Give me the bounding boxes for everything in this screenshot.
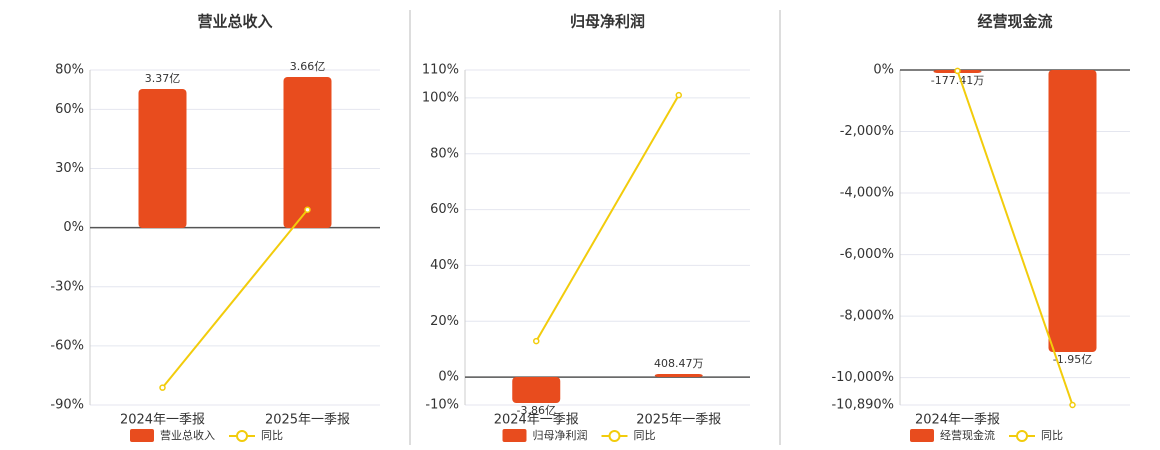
x-tick-label: 2025年一季报 — [636, 413, 721, 428]
value-label: 3.66亿 — [290, 60, 326, 73]
x-tick-label: 2025年一季报 — [265, 413, 350, 428]
legend-swatch — [130, 429, 154, 442]
y-tick-label: -6,000% — [840, 247, 894, 262]
legend-label: 同比 — [1041, 429, 1063, 442]
y-tick-label: 0% — [873, 63, 894, 78]
bar — [283, 77, 332, 229]
point — [304, 206, 311, 213]
x-tick-label: 2024年一季报 — [494, 413, 579, 428]
y-tick-label: 0% — [438, 370, 459, 385]
y-tick-label: 60% — [430, 202, 459, 217]
y-tick-label: 60% — [55, 102, 84, 117]
bar — [1048, 70, 1097, 353]
chart-title: 经营现金流 — [977, 13, 1052, 31]
y-tick-label: -8,000% — [840, 309, 894, 324]
y-tick-label: 20% — [430, 314, 459, 329]
bar — [512, 376, 561, 404]
chart-title: 归母净利润 — [570, 13, 645, 31]
value-label: -177.41万 — [931, 74, 984, 87]
line — [956, 70, 1074, 406]
y-tick-label: -10,000% — [831, 370, 894, 385]
legend-swatch — [608, 430, 621, 442]
y-tick-label: 0% — [63, 220, 84, 235]
legend-label: 归母净利润 — [533, 428, 588, 442]
y-tick-label: 80% — [430, 146, 459, 161]
y-tick-label: 100% — [422, 90, 459, 105]
legend-label: 营业总收入 — [160, 428, 215, 442]
value-label: -1.95亿 — [1053, 353, 1092, 366]
y-tick-label: -30% — [50, 279, 84, 294]
legend-label: 经营现金流 — [940, 428, 995, 442]
x-tick-label: 2024年一季报 — [915, 413, 1000, 428]
y-tick-label: 40% — [430, 258, 459, 273]
legend-swatch — [1016, 430, 1028, 442]
point — [675, 91, 682, 99]
legend-label: 同比 — [634, 429, 656, 442]
legend-label: 同比 — [261, 429, 283, 442]
x-tick-label: 2024年一季报 — [120, 413, 205, 428]
value-label: -3.86亿 — [517, 404, 556, 417]
value-label: 408.47万 — [654, 357, 704, 370]
y-tick-label: 30% — [55, 161, 84, 176]
bar — [654, 373, 703, 377]
y-tick-label: -10,890% — [831, 398, 894, 413]
line — [161, 209, 309, 389]
y-tick-label: -90% — [50, 398, 84, 413]
y-tick-label: -2,000% — [840, 124, 894, 139]
legend-swatch — [236, 430, 248, 442]
y-tick-label: -10% — [425, 398, 459, 413]
value-label: 3.37亿 — [145, 72, 181, 85]
point — [159, 384, 166, 391]
legend-swatch — [910, 429, 934, 442]
point — [954, 67, 961, 75]
y-tick-label: 80% — [55, 63, 84, 78]
y-tick-label: -60% — [50, 338, 84, 353]
point — [533, 337, 540, 345]
legend-swatch — [502, 429, 527, 442]
line — [535, 94, 680, 342]
bar — [138, 88, 187, 229]
y-tick-label: 110% — [422, 63, 459, 78]
point — [1069, 401, 1076, 409]
chart-title: 营业总收入 — [197, 13, 272, 31]
y-tick-label: -4,000% — [840, 186, 894, 201]
